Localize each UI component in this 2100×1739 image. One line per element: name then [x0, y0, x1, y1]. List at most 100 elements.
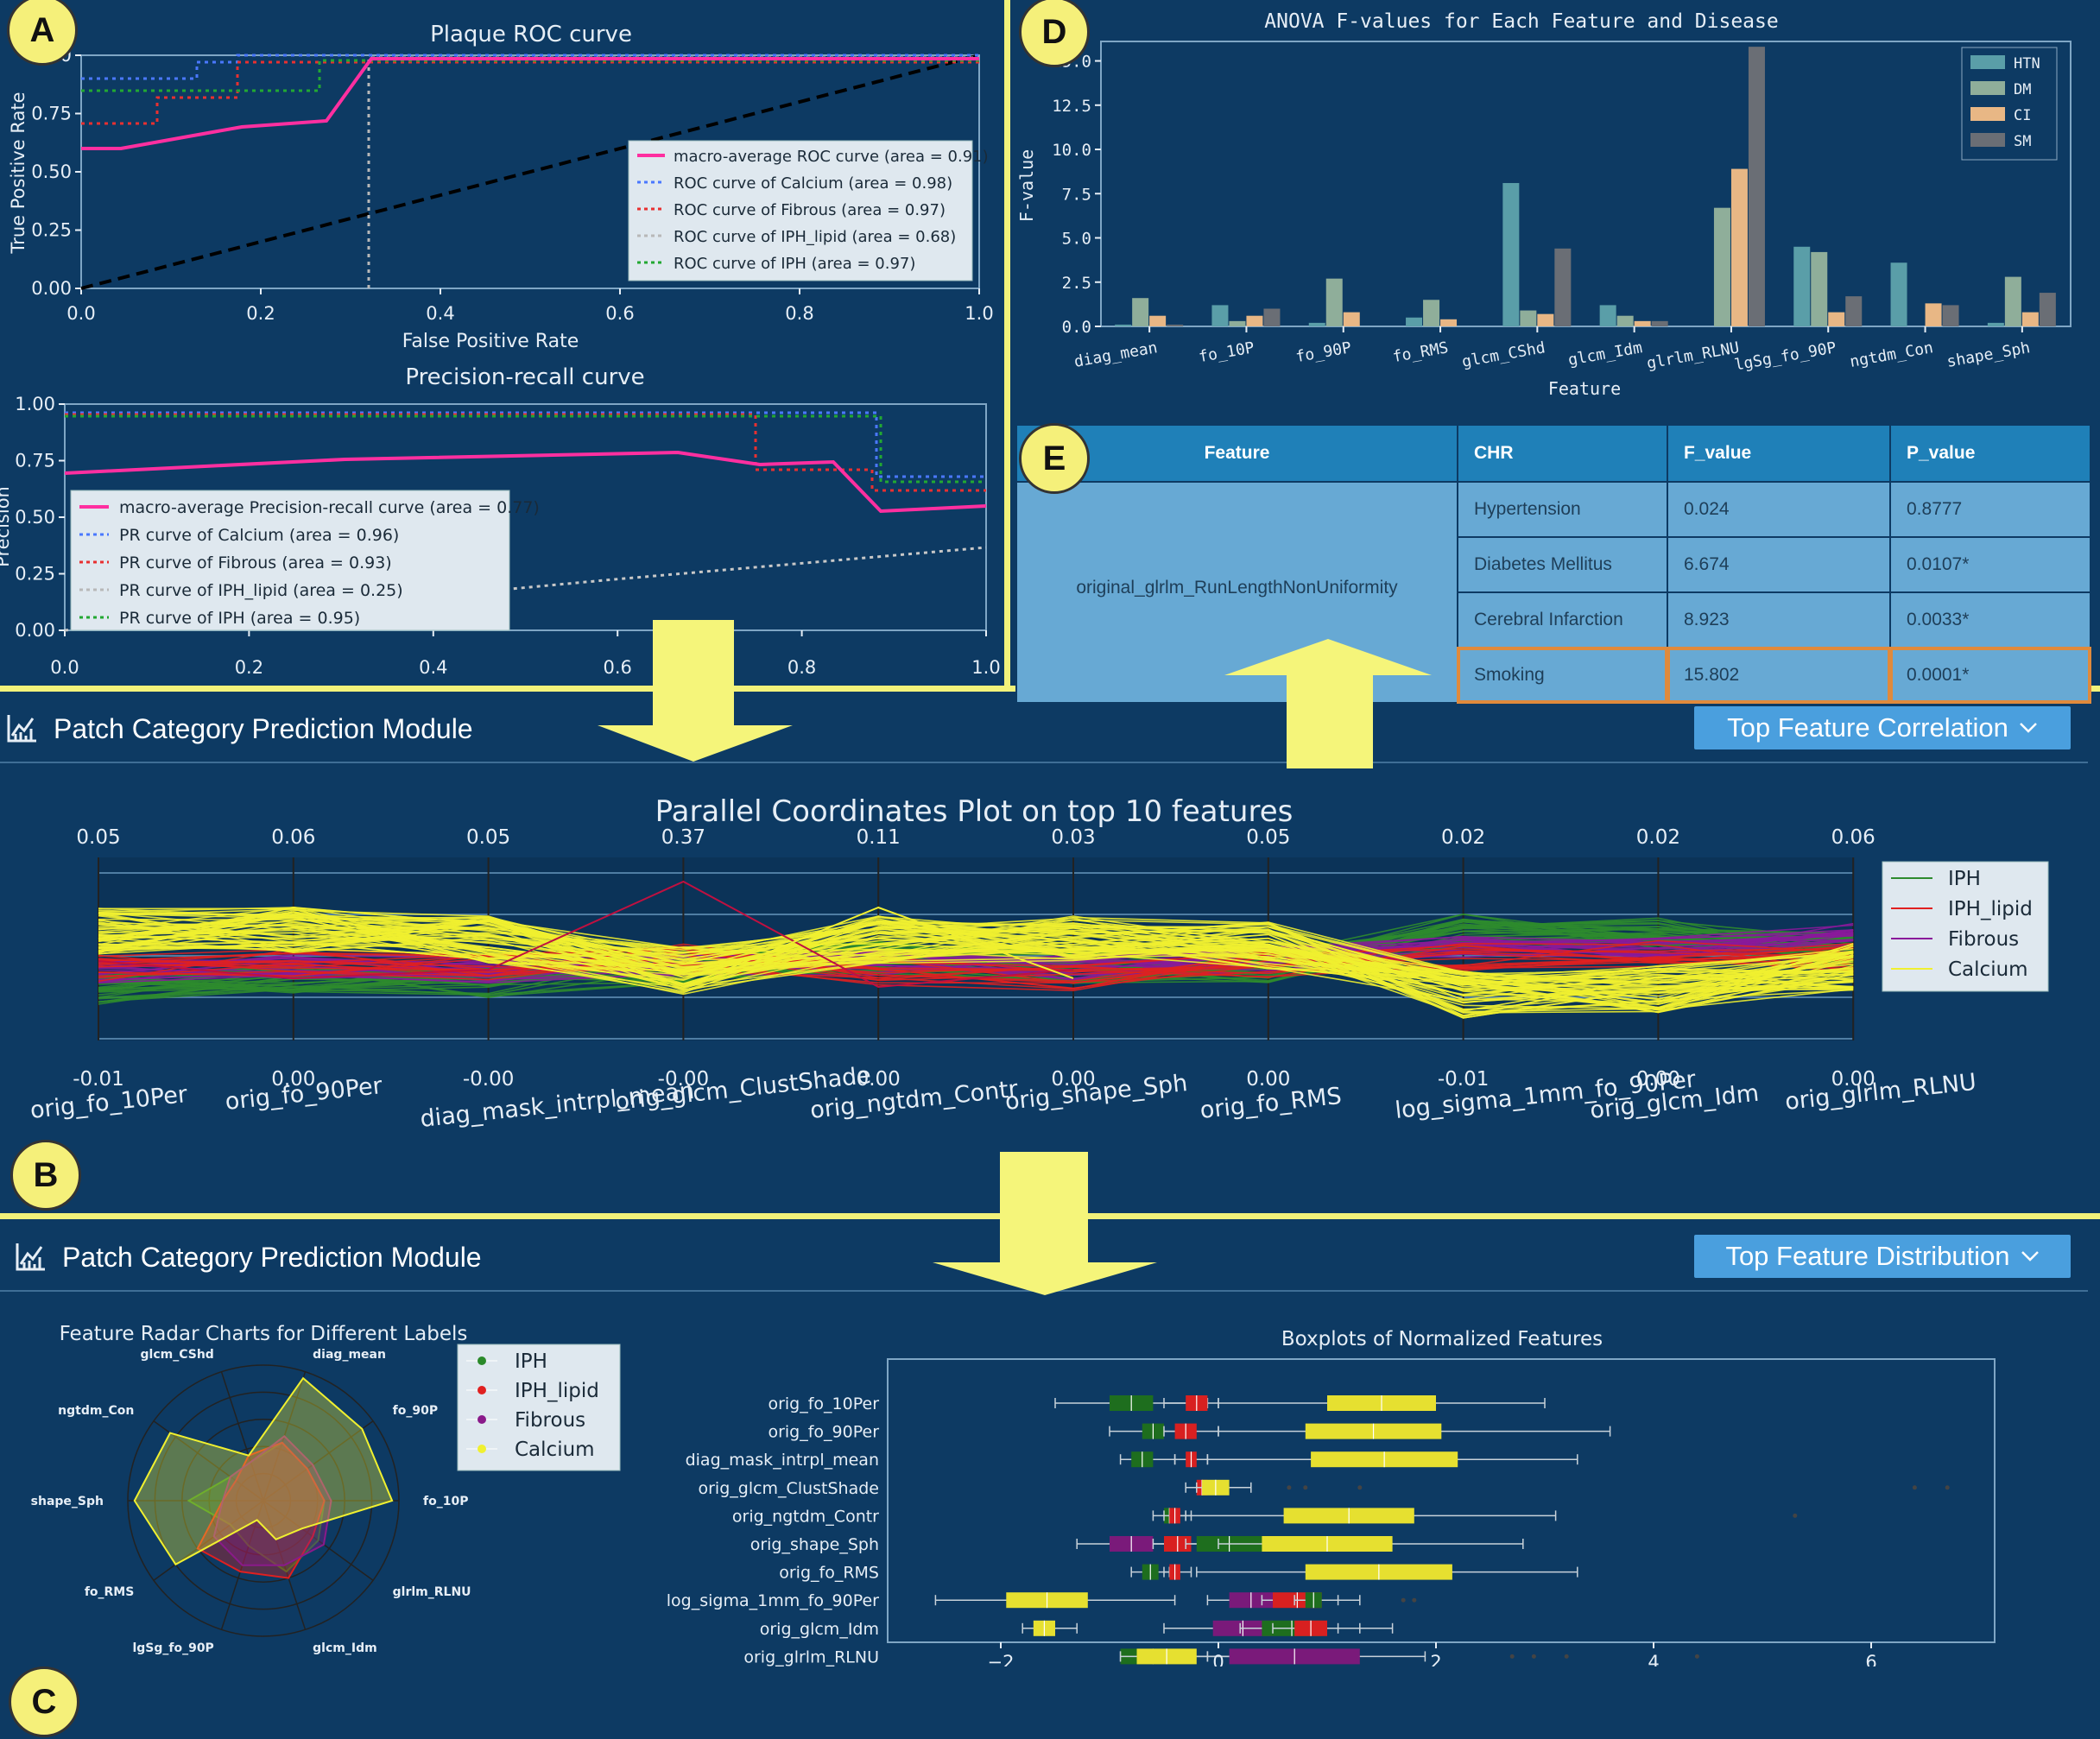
pc-axis-label: orig_glrlm_RLNU: [1784, 1069, 1978, 1116]
pc-bottom-tick: 0.00: [271, 1068, 315, 1091]
anova-bar: [1167, 324, 1184, 326]
pvalue-cell: 0.8777: [1889, 481, 2091, 538]
module-title: Patch Category Prediction Module: [62, 1241, 482, 1273]
radar-legend-entry: IPH_lipid: [515, 1380, 599, 1402]
chr-cell: Cerebral Infarction: [1457, 591, 1668, 648]
table-row: original_glrlm_RunLengthNonUniformity Hy…: [1015, 481, 2091, 704]
pc-bottom-tick: 0.00: [1051, 1068, 1095, 1091]
pvalue-cell: 0.0001*: [1889, 647, 2091, 704]
roc-xtick: 0.8: [785, 303, 813, 324]
radar-series: [133, 1376, 394, 1566]
radar-legend-entry: Calcium: [515, 1439, 595, 1461]
anova-xtick: shape_Sph: [1945, 338, 2032, 371]
anova-bar: [1730, 168, 1748, 326]
radar-axis-label: glcm_CShd: [141, 1348, 214, 1362]
table-row-highlighted: Smoking 15.802 0.0001*: [1016, 647, 2091, 704]
anova-bar: [1987, 322, 2004, 326]
pc-line: [98, 919, 1854, 1011]
panel-badge-a: A: [7, 0, 78, 66]
pc-line: [98, 939, 1854, 978]
anova-bar: [1406, 317, 1423, 326]
roc-ytick: 0.00: [31, 278, 72, 299]
pc-legend-entry: Calcium: [1948, 958, 2028, 981]
radar-axis-label: shape_Sph: [31, 1495, 104, 1508]
pr-xtick: 0.8: [788, 657, 816, 678]
pc-axis-label: orig_shape_Sph: [1003, 1070, 1188, 1116]
pr-xtick: 1.0: [971, 657, 1000, 678]
anova-bar: [2021, 312, 2039, 326]
pc-bottom-tick: 0.00: [1246, 1068, 1290, 1091]
radar-axis-label: fo_90P: [393, 1404, 438, 1418]
roc-xtick: 0.0: [66, 303, 95, 324]
box-feature-label: orig_glrlm_RLNU: [743, 1647, 879, 1666]
anova-bar: [1599, 305, 1616, 326]
pc-bottom-tick: -0.01: [1438, 1068, 1490, 1091]
anova-xtick: glcm_Idm: [1566, 338, 1643, 370]
anova-bar: [1440, 319, 1458, 326]
roc-xlabel: False Positive Rate: [402, 331, 579, 352]
pc-bottom-tick: -0.01: [73, 1068, 124, 1091]
anova-ytick: 7.5: [1062, 185, 1091, 204]
anova-bar: [1246, 315, 1263, 326]
anova-legend-entry: CI: [2014, 107, 2031, 124]
radar-series: [196, 1441, 326, 1579]
pc-line: [98, 952, 1854, 977]
anova-chart: ANOVA F-values for Each Feature and Dise…: [1016, 10, 2072, 399]
panel-e-clip: [1010, 686, 2100, 692]
module-header-underline: [0, 762, 2088, 763]
pc-line: [98, 947, 1854, 982]
box-outlier: [1303, 1485, 1308, 1490]
anova-title: ANOVA F-values for Each Feature and Dise…: [1264, 10, 1778, 33]
boxplot-chart: Boxplots of Normalized Features orig_fo_…: [667, 1328, 1996, 1666]
dropdown-label: Top Feature Correlation: [1727, 712, 2008, 743]
radar-axis-label: glrlm_RLNU: [393, 1585, 471, 1599]
pr-ytick: 0.50: [15, 507, 55, 528]
pc-top-tick: 0.37: [661, 826, 705, 849]
box-outlier: [1412, 1597, 1417, 1603]
pr-chart: Precision-recall curve 0.0 0.2 0.4 0.6 0.8 1.…: [0, 364, 1001, 678]
pc-top-tick: 0.05: [1246, 826, 1290, 849]
box-feature-label: orig_glcm_ClustShade: [698, 1479, 879, 1498]
fvalue-cell: 0.024: [1667, 481, 1891, 538]
box-feature-label: orig_shape_Sph: [750, 1535, 879, 1554]
radar-axis-label: fo_RMS: [85, 1585, 135, 1599]
anova-bar: [1748, 47, 1765, 326]
pc-line: [98, 916, 1854, 982]
box-xtick: −2: [988, 1652, 1015, 1666]
radar-axis-label: fo_10P: [423, 1495, 468, 1508]
col-header-pvalue: P_value: [1889, 424, 2091, 483]
roc-legend-entry: macro-average ROC curve (area = 0.91): [674, 148, 989, 166]
box-outlier: [1793, 1513, 1798, 1518]
pr-ytick: 0.00: [15, 620, 55, 641]
radar-axis-label: ngtdm_Con: [58, 1404, 134, 1418]
anova-legend-entry: DM: [2014, 81, 2031, 98]
anova-xtick: fo_10P: [1198, 338, 1256, 366]
chevron-down-icon: [2019, 723, 2037, 733]
anova-bar: [1554, 248, 1572, 326]
roc-title: Plaque ROC curve: [430, 22, 632, 47]
anova-bar: [1942, 305, 1959, 326]
top-feature-distribution-dropdown[interactable]: Top Feature Distribution: [1694, 1235, 2071, 1278]
anova-bar: [1502, 182, 1520, 326]
anova-legend-entry: HTN: [2014, 55, 2040, 73]
pc-line: [98, 913, 1854, 1000]
chr-cell: Diabetes Mellitus: [1457, 536, 1668, 593]
arrow-down-icon: [598, 620, 793, 762]
pr-xtick: 0.6: [603, 657, 631, 678]
top-feature-correlation-dropdown[interactable]: Top Feature Correlation: [1694, 706, 2071, 749]
table-row: Diabetes Mellitus 6.674 0.0107*: [1016, 536, 2091, 593]
dropdown-label: Top Feature Distribution: [1725, 1241, 2010, 1271]
anova-xtick: diag_mean: [1072, 338, 1159, 371]
pr-ytick: 0.25: [15, 564, 55, 585]
arrow-up-icon: [1224, 639, 1432, 768]
boxplot-title: Boxplots of Normalized Features: [1281, 1328, 1603, 1350]
pc-line: [98, 880, 1074, 989]
roc-legend-entry: ROC curve of IPH (area = 0.97): [674, 255, 915, 273]
roc-legend-entry: ROC curve of IPH_lipid (area = 0.68): [674, 228, 956, 246]
anova-bar: [1211, 305, 1229, 326]
pc-top-tick: 0.02: [1636, 826, 1680, 849]
anova-bar: [1651, 320, 1668, 326]
chart-icon: [7, 715, 36, 743]
anova-ytick: 5.0: [1062, 230, 1091, 249]
feature-stats-table: Feature CHR F_value P_value original_glr…: [1015, 424, 2091, 704]
